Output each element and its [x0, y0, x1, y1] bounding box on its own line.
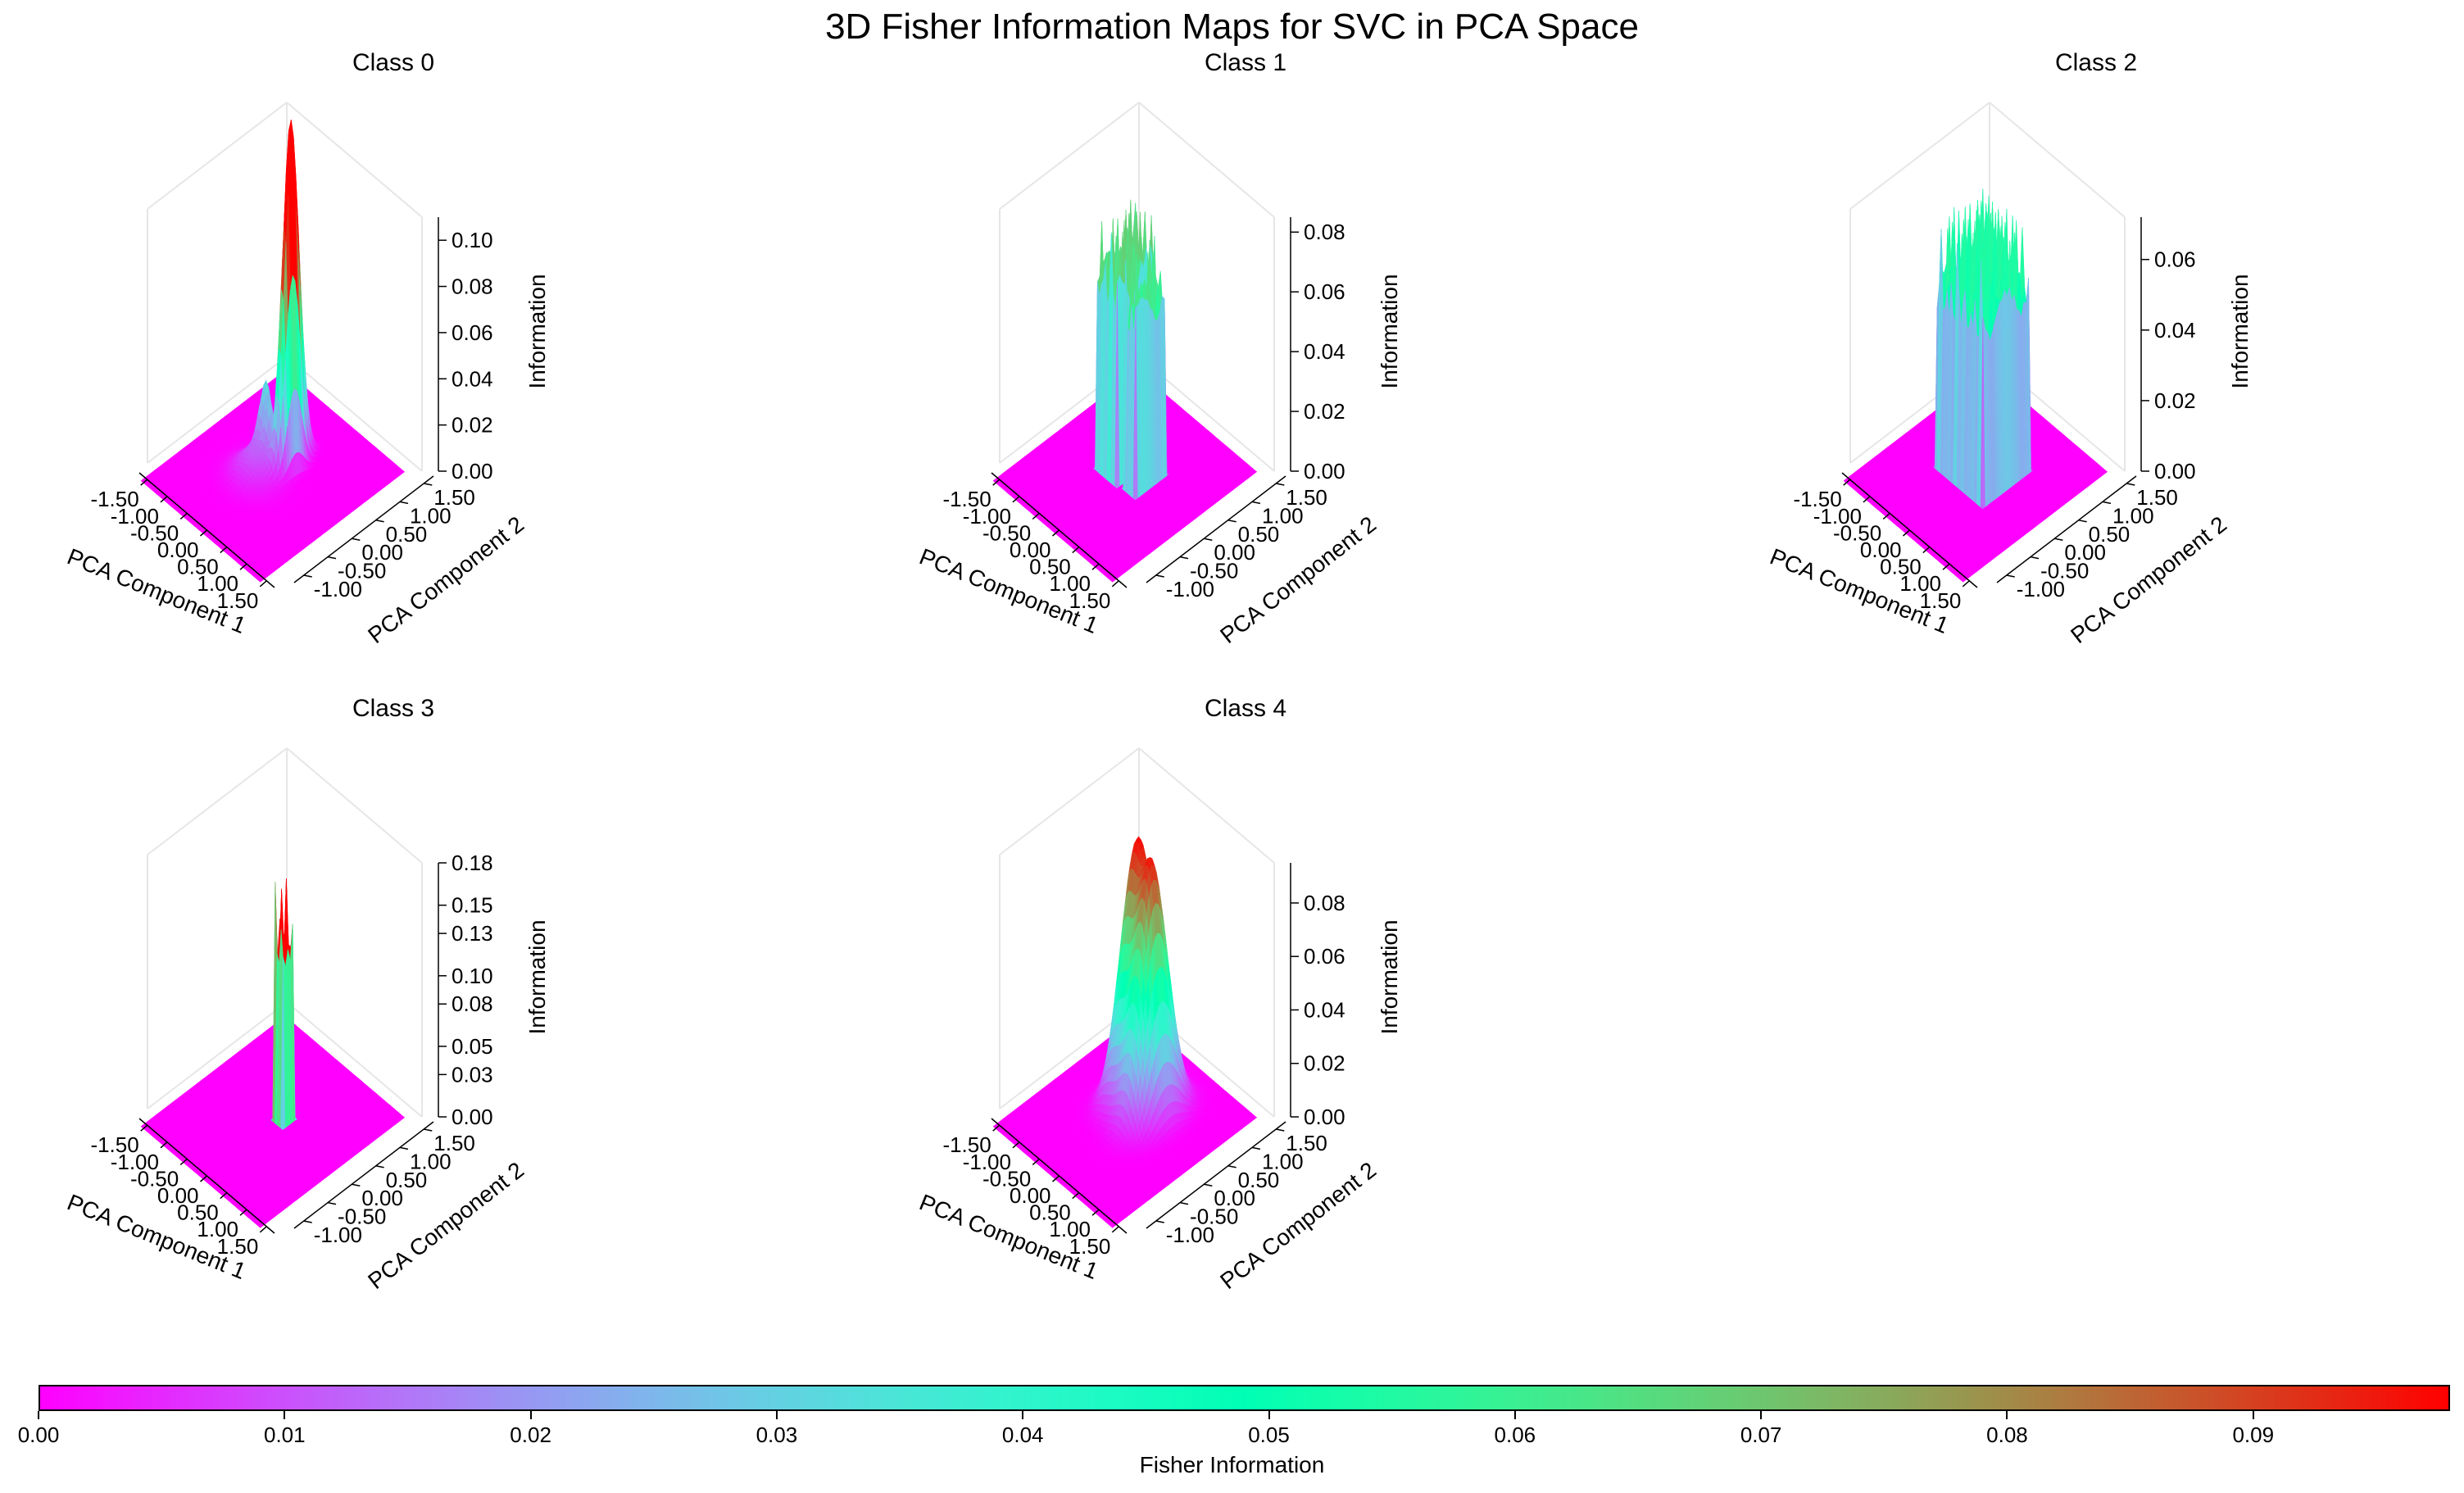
y-tick-label: 0.00: [361, 540, 403, 565]
x-tick: [160, 496, 168, 503]
z-tick-label: 0.00: [452, 459, 493, 483]
z-tick-label: 0.08: [452, 275, 493, 299]
z-tick-label: 0.02: [452, 413, 493, 438]
x-tick: [259, 580, 267, 588]
x-tick-label: 0.50: [177, 555, 219, 579]
x-tick: [220, 547, 228, 554]
pane-edge: [147, 356, 288, 464]
y-tick-label: -0.50: [338, 559, 386, 583]
panel-title: Class 0: [352, 49, 435, 76]
y-tick: [303, 574, 312, 578]
pane-edge: [286, 356, 423, 472]
pane-edge: [999, 102, 1140, 210]
x-tick: [200, 529, 207, 537]
x-tick-label: 0.00: [157, 538, 199, 562]
y-tick-label: 1.50: [433, 485, 475, 510]
figure-title: 3D Fisher Information Maps for SVC in PC…: [825, 7, 1639, 47]
surface-plot-class-0: Class 0 -1.50 -1.00 -0.50 0.00 0.50 1.00 1.50 P…: [0, 49, 819, 672]
z-axis: 0.00 0.02 0.04 0.06 0.08 0.10 Information: [438, 217, 550, 483]
surface-plot-class-1: Class 1 -1.50 -1.00 -0.50 0.00 0.50 1.00 1.50 P…: [852, 49, 1672, 672]
y-tick-label: 0.50: [386, 522, 428, 547]
x-tick-label: 1.00: [197, 571, 238, 596]
x-tick: [179, 512, 188, 520]
surface: [992, 199, 1258, 583]
pane-edge: [286, 102, 423, 218]
y-tick: [352, 538, 361, 541]
pane-edge: [1138, 102, 1275, 218]
z-axis-label: Information: [524, 274, 550, 388]
y-tick: [327, 556, 337, 560]
x-tick-label: -0.50: [130, 520, 179, 545]
y-axis-line: [293, 475, 434, 583]
y-tick-label: 1.00: [410, 503, 452, 528]
z-tick-label: 0.04: [452, 366, 493, 391]
y-tick-label: -1.00: [314, 577, 362, 601]
y-tick: [399, 501, 409, 505]
y-tick: [424, 483, 433, 486]
x-tick-label: 1.50: [217, 588, 259, 613]
panel-title: Class 1: [1204, 49, 1287, 76]
pane-edge: [147, 102, 288, 210]
x-tick-label: -1.00: [111, 504, 159, 529]
x-tick: [239, 563, 247, 570]
z-tick-label: 0.10: [452, 228, 493, 252]
y-tick: [375, 520, 384, 523]
z-tick-label: 0.06: [452, 320, 493, 345]
x-tick-label: -1.50: [90, 487, 138, 511]
surface: [140, 120, 406, 583]
x-tick: [140, 479, 148, 486]
surface-cell: [257, 578, 264, 583]
